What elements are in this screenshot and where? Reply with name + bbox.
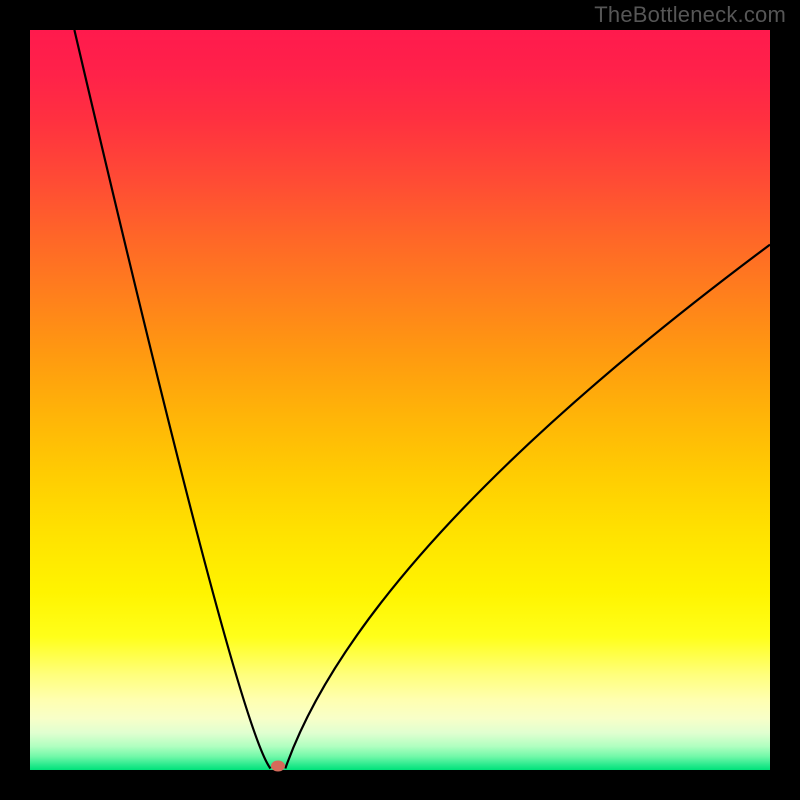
optimal-point-marker xyxy=(271,761,285,772)
curve-right-branch xyxy=(285,245,770,769)
watermark-text: TheBottleneck.com xyxy=(594,2,786,28)
curve-left-branch xyxy=(74,30,270,769)
plot-area xyxy=(30,30,770,770)
bottleneck-curve xyxy=(30,30,770,770)
